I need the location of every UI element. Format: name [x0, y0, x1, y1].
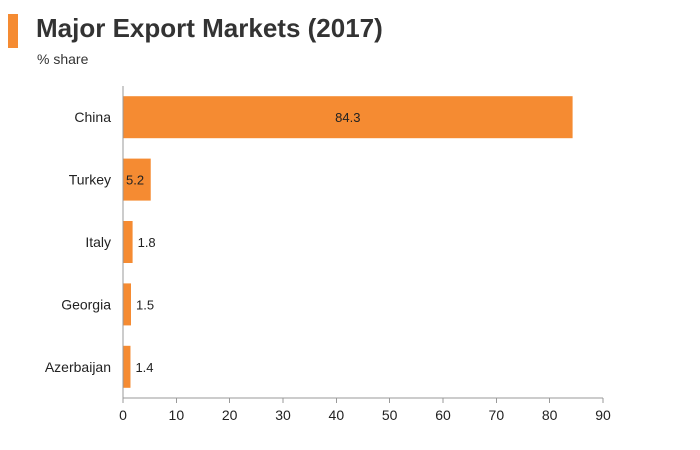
x-tick-label-70: 70: [489, 407, 505, 423]
bar-china: [123, 96, 573, 139]
category-label-georgia: Georgia: [61, 296, 111, 312]
value-labels-group: 84.3 5.2 1.8 1.5 1.4: [126, 110, 360, 375]
bar-georgia: [123, 283, 131, 326]
value-label-turkey: 5.2: [126, 173, 144, 188]
x-axis: 0 10 20 30 40 50 60 70 80 90: [119, 397, 611, 423]
category-labels-group: China Turkey Italy Georgia Azerbaijan: [45, 109, 111, 375]
x-tick-label-80: 80: [542, 407, 558, 423]
value-label-georgia: 1.5: [136, 297, 154, 312]
bar-italy: [123, 221, 133, 263]
value-label-italy: 1.8: [138, 235, 156, 250]
x-tick-label-60: 60: [435, 407, 451, 423]
category-label-azerbaijan: Azerbaijan: [45, 359, 111, 375]
x-tick-label-50: 50: [382, 407, 398, 423]
x-tick-label-0: 0: [119, 407, 127, 423]
x-tick-label-90: 90: [595, 407, 611, 423]
chart-subtitle: % share: [37, 51, 89, 67]
bars-group: [123, 96, 573, 388]
category-label-china: China: [74, 109, 111, 125]
x-tick-label-30: 30: [275, 407, 291, 423]
category-label-italy: Italy: [85, 234, 111, 250]
category-label-turkey: Turkey: [69, 172, 111, 188]
chart-title: Major Export Markets (2017): [36, 13, 383, 43]
x-tick-label-10: 10: [169, 407, 185, 423]
bar-azerbaijan: [123, 345, 131, 388]
title-accent-bar: [8, 14, 18, 48]
x-tick-label-40: 40: [329, 407, 345, 423]
bar-turkey: [123, 158, 151, 201]
value-label-china: 84.3: [335, 110, 360, 125]
x-tick-label-20: 20: [222, 407, 238, 423]
value-label-azerbaijan: 1.4: [135, 360, 153, 375]
